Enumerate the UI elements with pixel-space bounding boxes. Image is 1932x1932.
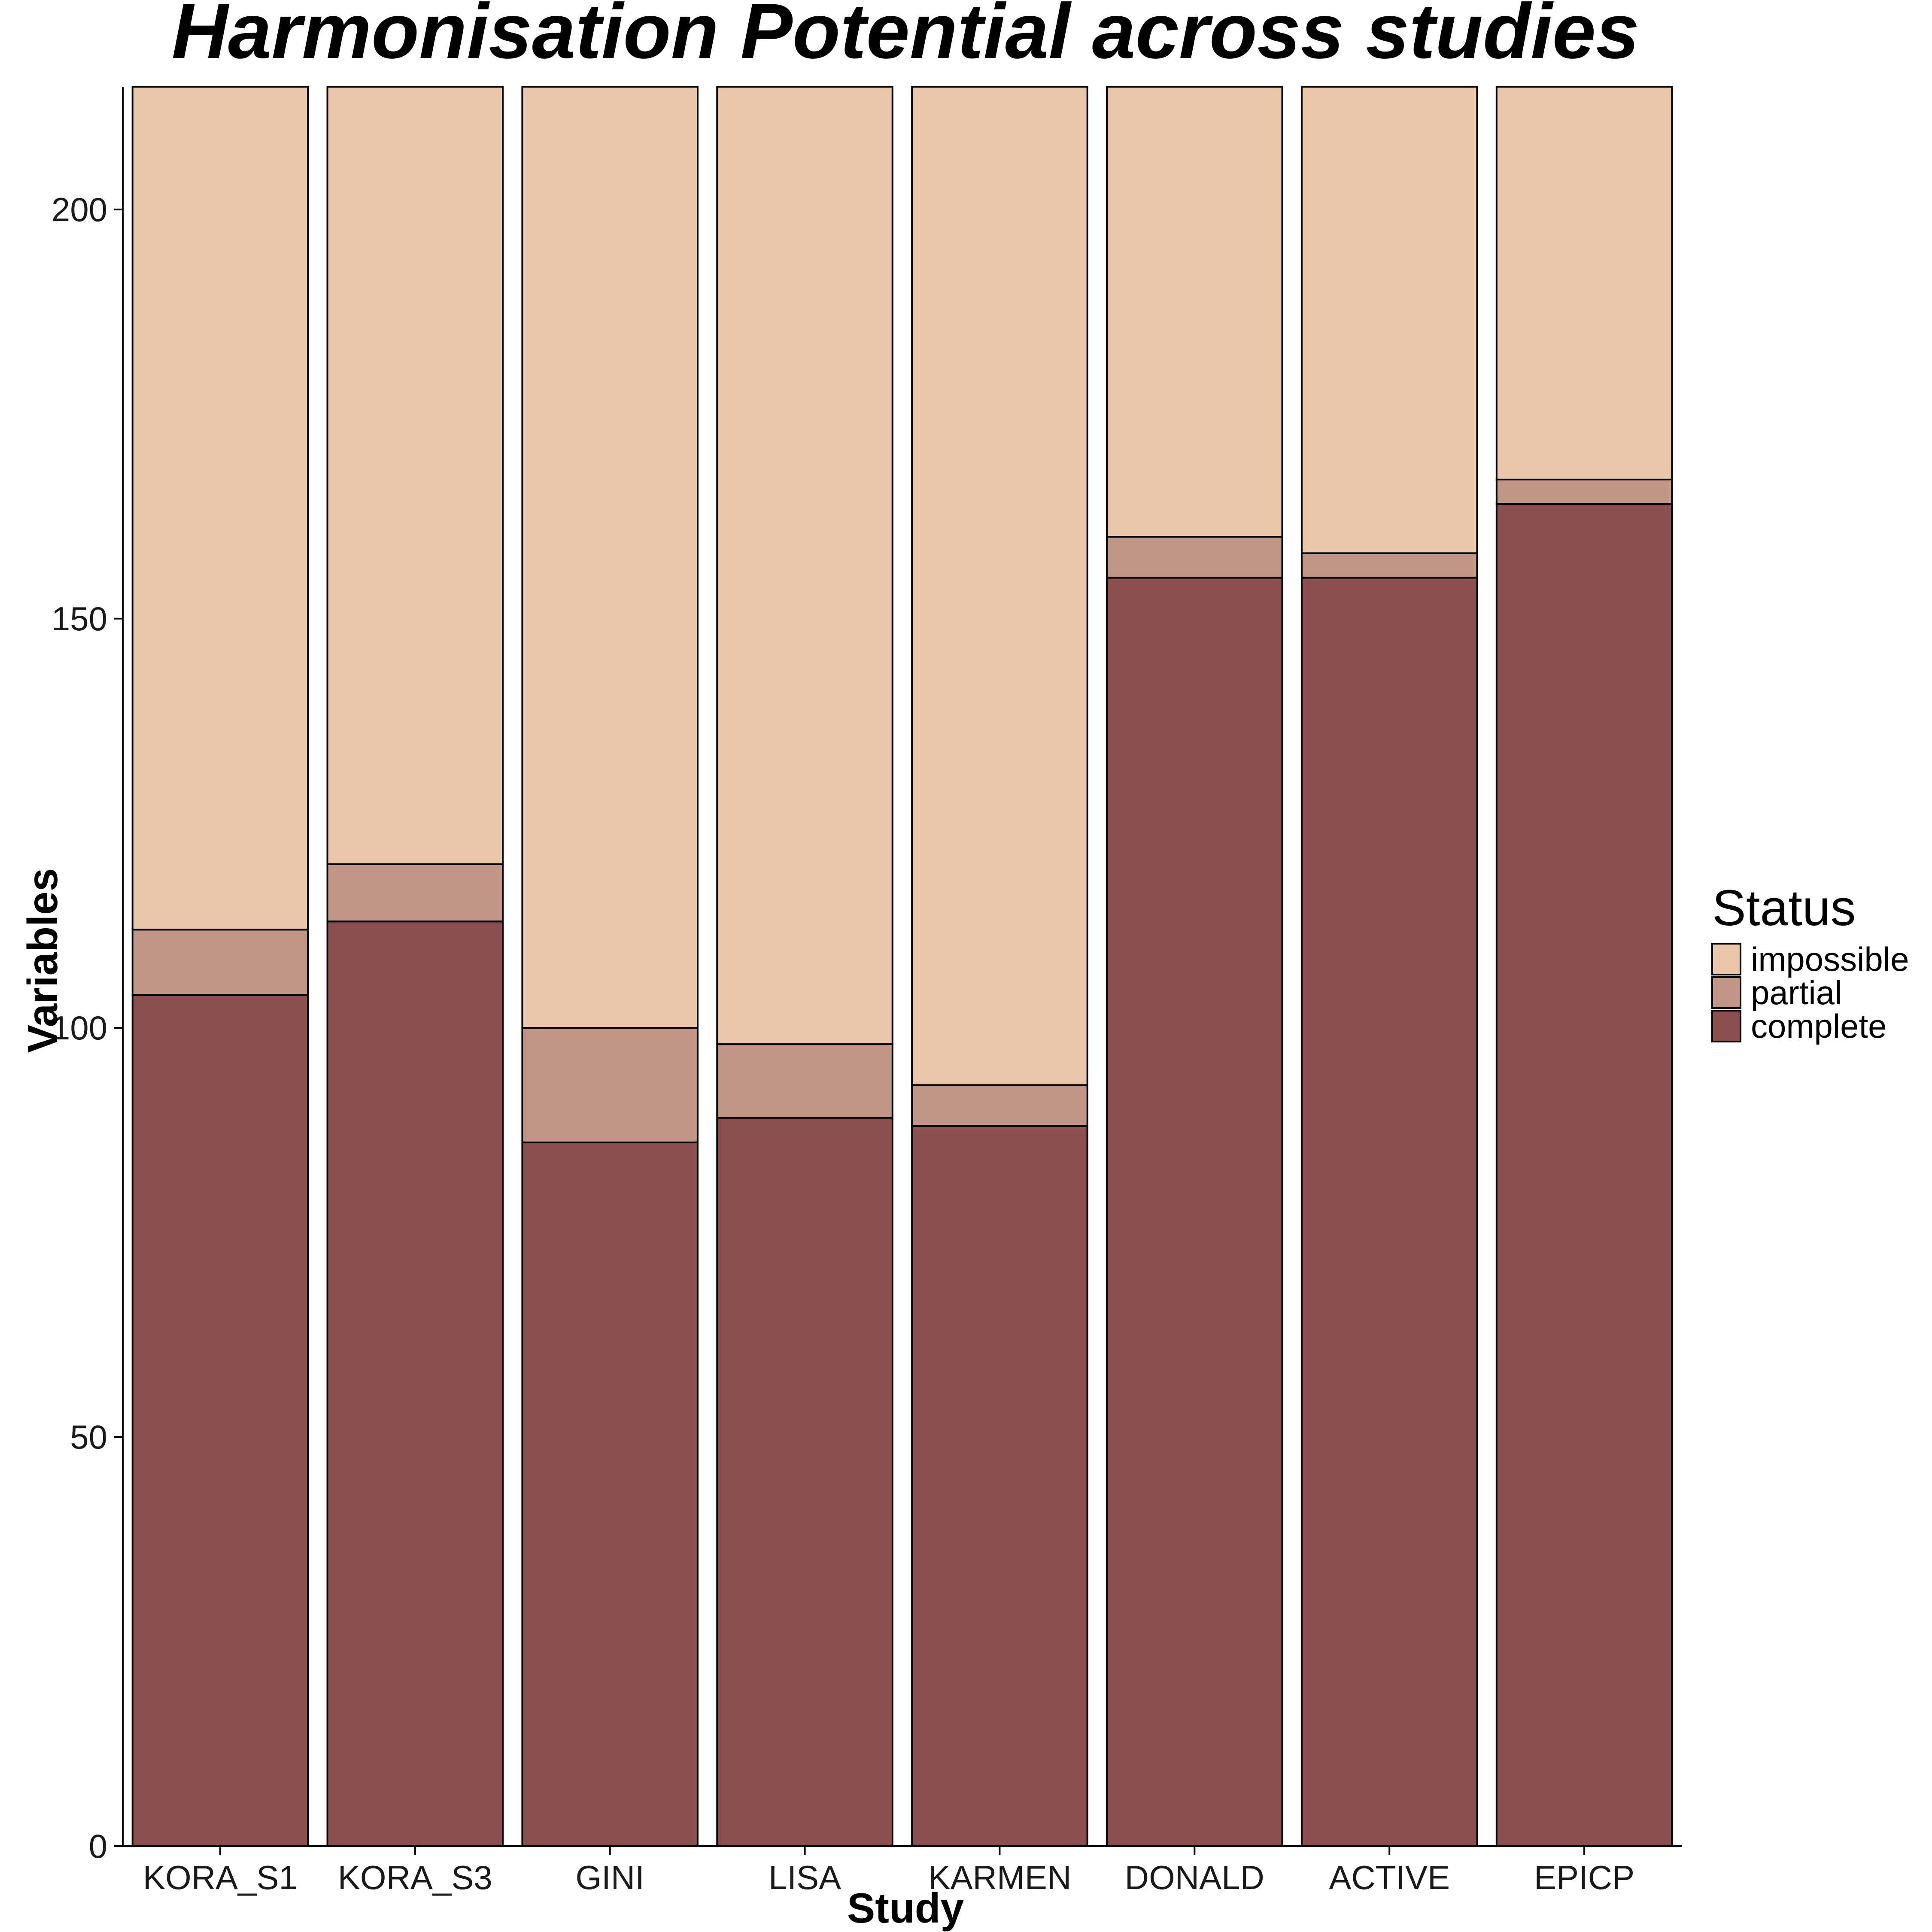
- legend-label-complete: complete: [1751, 1007, 1887, 1045]
- bar-segment-partial-kora_s3: [326, 863, 504, 923]
- legend-key-impossible: [1711, 943, 1741, 975]
- bar-segment-impossible-active: [1300, 86, 1478, 554]
- bar-segment-partial-karmen: [911, 1084, 1088, 1127]
- bar-segment-complete-active: [1300, 577, 1478, 1847]
- x-tick-label-lisa: LISA: [769, 1859, 841, 1896]
- bar-segment-partial-lisa: [716, 1043, 893, 1119]
- y-tick-label: 0: [89, 1827, 107, 1865]
- y-tick-label: 150: [52, 600, 107, 638]
- y-tick-label: 50: [70, 1418, 107, 1456]
- legend-label-partial: partial: [1751, 974, 1842, 1012]
- bar-segment-impossible-kora_s1: [131, 86, 309, 931]
- bar-segment-impossible-gini: [521, 86, 699, 1029]
- bar-segment-impossible-kora_s3: [326, 86, 504, 865]
- x-tick-label-gini: GINI: [576, 1859, 644, 1896]
- bar-segment-partial-active: [1300, 552, 1478, 579]
- bar-segment-partial-donald: [1106, 536, 1283, 579]
- chart-title: Harmonisation Potential across studies: [172, 0, 1639, 75]
- bar-segment-complete-karmen: [911, 1125, 1088, 1847]
- legend-label-impossible: impossible: [1751, 940, 1909, 978]
- y-tick-label: 100: [52, 1009, 107, 1047]
- bar-segment-complete-lisa: [716, 1117, 893, 1847]
- legend-key-complete: [1711, 1010, 1741, 1042]
- bar-segment-complete-kora_s3: [326, 920, 504, 1847]
- bars: [131, 86, 1673, 1847]
- x-tick-label-karmen: KARMEN: [928, 1859, 1072, 1896]
- bar-segment-impossible-epicp: [1495, 86, 1673, 480]
- x-tick-label-epicp: EPICP: [1534, 1859, 1634, 1896]
- y-axis: 0 50 100 150 200: [52, 87, 124, 1865]
- x-axis-title: Study: [847, 1884, 964, 1932]
- bar-segment-complete-epicp: [1495, 503, 1673, 1847]
- x-axis: KORA_S1 KORA_S3 GINI LISA KARMEN DONALD ACTIVE…: [123, 1845, 1682, 1896]
- bar-segment-partial-epicp: [1495, 478, 1673, 505]
- x-tick-label-active: ACTIVE: [1329, 1859, 1450, 1896]
- bar-segment-impossible-donald: [1106, 86, 1283, 538]
- y-tick-label: 200: [52, 191, 107, 228]
- legend-title: Status: [1712, 880, 1856, 936]
- bar-segment-partial-kora_s1: [131, 929, 309, 996]
- x-tick-label-kora_s3: KORA_S3: [338, 1859, 492, 1896]
- bar-segment-complete-donald: [1106, 577, 1283, 1847]
- bar-segment-partial-gini: [521, 1027, 699, 1143]
- bar-segment-impossible-lisa: [716, 86, 893, 1045]
- bar-segment-complete-kora_s1: [131, 994, 309, 1847]
- x-tick-label-donald: DONALD: [1125, 1859, 1264, 1896]
- legend-key-partial: [1711, 976, 1741, 1009]
- bar-segment-impossible-karmen: [911, 86, 1088, 1086]
- bar-segment-complete-gini: [521, 1141, 699, 1847]
- x-tick-label-kora_s1: KORA_S1: [143, 1859, 298, 1896]
- y-axis-title: Variables: [19, 868, 66, 1053]
